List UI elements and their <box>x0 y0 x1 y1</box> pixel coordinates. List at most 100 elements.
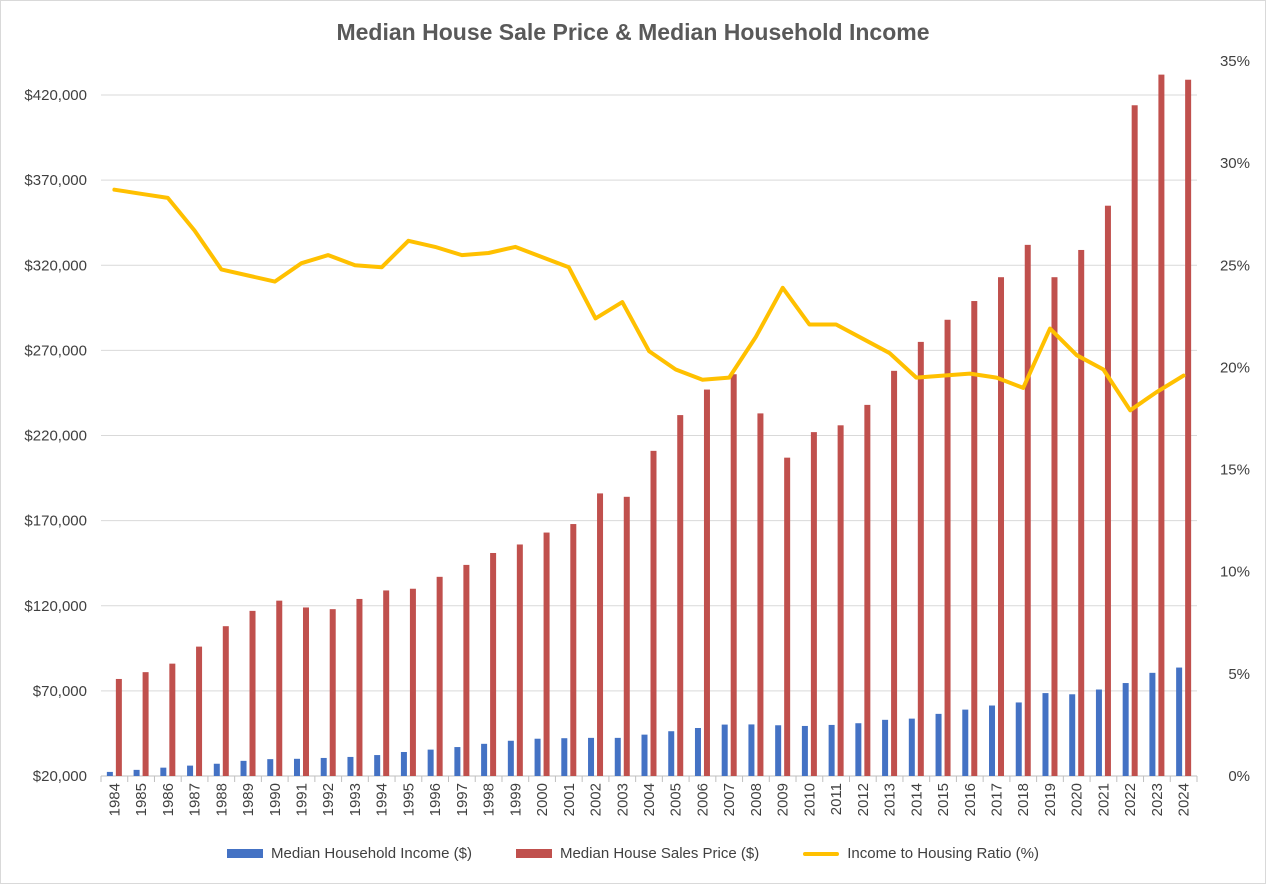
x-axis-tick-label: 2021 <box>1095 783 1112 816</box>
price-bar <box>623 496 630 776</box>
income-bar <box>347 756 354 776</box>
legend-swatch-price <box>515 849 552 858</box>
income-bar <box>534 738 541 776</box>
x-axis-tick-label: 1998 <box>481 783 498 816</box>
x-axis-tick-label: 1993 <box>347 783 364 816</box>
income-bar <box>641 734 648 776</box>
left-axis: $20,000 $70,000 $120,000 $170,000 $220,000 $2… <box>24 87 87 785</box>
price-bar <box>196 646 203 776</box>
price-bar <box>169 663 176 776</box>
legend: Median Household Income ($) Median House… <box>1 845 1265 862</box>
left-axis-tick-label: $370,000 <box>24 172 87 189</box>
income-bar <box>1015 702 1022 776</box>
right-axis-tick-label: 20% <box>1220 359 1250 376</box>
income-bar <box>507 740 514 776</box>
income-bar <box>240 760 247 776</box>
income-bar <box>481 743 488 776</box>
legend-swatch-ratio <box>803 851 840 856</box>
income-bar <box>935 713 942 776</box>
x-axis-tick-label: 2000 <box>534 783 551 816</box>
price-bar <box>356 598 363 776</box>
price-bar <box>837 425 844 776</box>
x-axis-tick-label: 2019 <box>1042 783 1059 816</box>
income-bar <box>1095 689 1102 776</box>
price-bars <box>115 74 1192 777</box>
legend-item-price: Median House Sales Price ($) <box>515 845 760 862</box>
price-bar <box>1158 74 1165 777</box>
legend-label-income: Median Household Income ($) <box>271 845 472 862</box>
income-bar <box>882 719 889 776</box>
income-bar <box>1176 667 1183 776</box>
x-axis-tick-label: 1997 <box>454 783 471 816</box>
income-bar <box>694 727 701 776</box>
price-bar <box>490 552 497 776</box>
right-axis-tick-label: 0% <box>1228 768 1250 785</box>
x-axis-tick-label: 2012 <box>855 783 872 816</box>
price-bar <box>944 319 951 776</box>
price-bar <box>115 678 122 776</box>
price-bar <box>971 301 978 776</box>
x-axis-tick-label: 2016 <box>962 783 979 816</box>
x-axis-tick-label: 2002 <box>588 783 605 816</box>
price-bar <box>409 588 416 776</box>
price-bar <box>142 672 149 776</box>
left-axis-tick-label: $320,000 <box>24 257 87 274</box>
income-bar <box>668 731 675 776</box>
price-bar <box>329 609 336 776</box>
price-bar <box>730 374 737 776</box>
x-axis: 1984 1985 1986 1987 1988 1989 1990 1991 1992 1993… <box>100 776 1198 816</box>
income-bar <box>106 771 113 776</box>
x-axis-tick-label: 2009 <box>775 783 792 816</box>
ratio-line <box>112 187 1186 413</box>
income-bar <box>828 724 835 776</box>
x-axis-tick-label: 1984 <box>106 783 123 816</box>
right-axis-tick-label: 35% <box>1220 53 1250 70</box>
price-bar <box>302 607 309 776</box>
x-axis-tick-label: 2001 <box>561 783 578 816</box>
price-bar <box>516 544 523 776</box>
income-bar <box>1042 693 1049 776</box>
income-bar <box>267 759 274 776</box>
x-axis-tick-label: 2015 <box>935 783 952 816</box>
x-axis-tick-label: 1991 <box>293 783 310 816</box>
income-bar <box>187 765 194 776</box>
x-axis-tick-label: 1985 <box>133 783 150 816</box>
x-axis-tick-label: 2024 <box>1176 783 1193 816</box>
x-axis-tick-label: 2017 <box>989 783 1006 816</box>
x-axis-tick-label: 1992 <box>320 783 337 816</box>
price-bar <box>383 590 390 776</box>
x-axis-tick-label: 1995 <box>400 783 417 816</box>
income-bar <box>320 757 327 776</box>
income-bar <box>775 725 782 776</box>
left-axis-tick-label: $170,000 <box>24 513 87 530</box>
income-bar <box>561 738 568 776</box>
price-bar <box>784 457 791 776</box>
income-bar <box>160 767 167 776</box>
x-axis-tick-label: 1999 <box>507 783 524 816</box>
price-bar <box>436 576 443 776</box>
right-axis-tick-label: 30% <box>1220 155 1250 172</box>
x-axis-tick-label: 1996 <box>427 783 444 816</box>
gridlines <box>101 94 1197 777</box>
price-bar <box>222 626 229 776</box>
left-axis-tick-label: $220,000 <box>24 428 87 445</box>
right-axis-tick-label: 5% <box>1228 666 1250 683</box>
income-bar <box>374 755 381 776</box>
legend-label-price: Median House Sales Price ($) <box>559 845 760 862</box>
price-bar <box>677 415 684 776</box>
price-bar <box>1024 244 1031 776</box>
income-bar <box>213 763 220 776</box>
x-axis-tick-label: 2011 <box>828 783 845 815</box>
price-bar <box>570 524 577 776</box>
x-axis-tick-label: 2005 <box>668 783 685 816</box>
x-axis-tick-label: 2018 <box>1015 783 1032 816</box>
legend-item-ratio: Income to Housing Ratio (%) <box>803 845 1039 862</box>
income-bar <box>855 723 862 776</box>
price-bar <box>1051 277 1058 776</box>
price-bar <box>891 370 898 776</box>
price-bar <box>1185 79 1192 776</box>
income-bar <box>748 724 755 776</box>
x-axis-tick-label: 1988 <box>213 783 230 816</box>
income-bar <box>908 718 915 776</box>
